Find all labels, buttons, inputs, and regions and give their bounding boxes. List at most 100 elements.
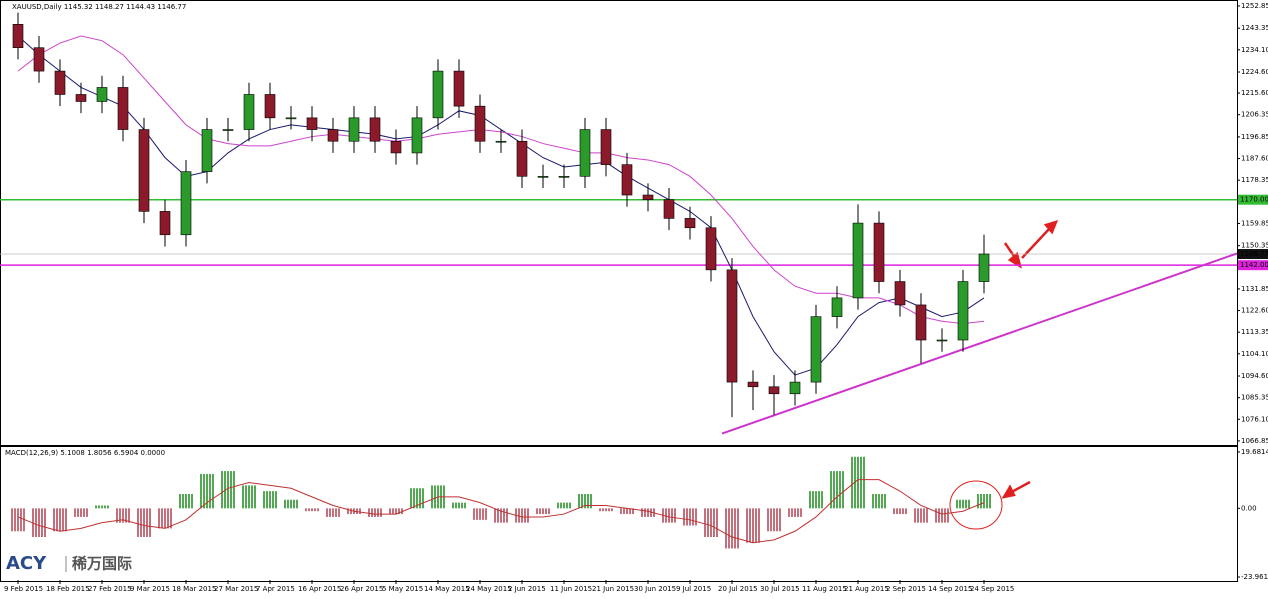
candle-body: [579, 129, 591, 177]
y-tick-label: 1094.60: [1241, 372, 1268, 380]
chart-title: XAUUSD,Daily 1145.32 1148.27 1144.43 114…: [12, 3, 186, 11]
candle-body: [642, 194, 654, 201]
level-label: 1142.00: [1240, 261, 1268, 269]
candle-body: [369, 117, 381, 142]
macd-label: MACD(12,26,9) 5.1008 1.8056 6.5904 0.000…: [5, 449, 165, 457]
y-tick-label: 1187.60: [1241, 155, 1268, 163]
y-tick-label: -23.9613: [1241, 573, 1268, 581]
candle-body: [831, 297, 843, 317]
candle-body: [705, 227, 717, 271]
annotations: [949, 220, 1059, 530]
candle-body: [726, 269, 738, 383]
level-label-bg: [1238, 260, 1268, 271]
moving-average: [17, 35, 985, 325]
x-tick-label: 18 Feb 2015: [46, 585, 90, 593]
y-tick-label: 1196.85: [1241, 133, 1268, 141]
y-tick-label: 1224.60: [1241, 68, 1268, 76]
candle-body: [600, 129, 612, 165]
candle-body: [663, 199, 675, 219]
candle-body: [201, 129, 213, 172]
x-tick-label: 30 Jun 2015: [634, 585, 676, 593]
y-tick-label: 1122.60: [1241, 307, 1268, 315]
x-tick-label: 11 Aug 2015: [802, 585, 847, 593]
candle-body: [12, 24, 24, 49]
y-tick-label: 1085.35: [1241, 394, 1268, 402]
trendline: [721, 252, 1238, 435]
candle-body: [621, 164, 633, 196]
y-tick-label: 1131.85: [1241, 285, 1268, 293]
candle-body: [873, 222, 885, 282]
arrow-head: [1007, 251, 1022, 269]
candle-body: [264, 94, 276, 119]
x-tick-label: 2 Sep 2015: [886, 585, 926, 593]
candle-body: [558, 176, 570, 178]
candle-body: [915, 304, 927, 341]
candle-body: [285, 117, 297, 120]
x-tick-label: 5 May 2015: [382, 585, 423, 593]
current-price-label: 1146.77: [1240, 250, 1268, 258]
y-tick-label: 1206.35: [1241, 111, 1268, 119]
y-tick-label: 1159.85: [1241, 219, 1268, 227]
level-label-bg: [1238, 194, 1268, 205]
y-tick-label: 1150.35: [1241, 242, 1268, 250]
x-tick-label: 11 Jun 2015: [550, 585, 592, 593]
candle-body: [117, 87, 129, 130]
candle-body: [222, 129, 234, 131]
candle-body: [453, 70, 465, 107]
logo-brand: ACY: [6, 553, 47, 574]
candle-body: [537, 176, 549, 178]
x-tick-label: 9 Mar 2015: [130, 585, 170, 593]
candle-body: [747, 381, 759, 388]
candle-body: [75, 94, 87, 102]
x-tick-label: 24 May 2015: [466, 585, 512, 593]
arrow-head: [1001, 484, 1016, 499]
candle-body: [768, 386, 780, 395]
candle-body: [957, 281, 969, 341]
y-tick-label: 1178.35: [1241, 176, 1268, 184]
candle-body: [789, 381, 801, 395]
y-tick-label: 1104.10: [1241, 350, 1268, 358]
candle-body: [684, 218, 696, 229]
y-tick-label: 19.6814: [1241, 448, 1268, 456]
x-tick-label: 24 Sep 2015: [970, 585, 1014, 593]
macd-signal: [17, 479, 985, 544]
logo-name: 稀万国际: [72, 555, 132, 573]
candle-body: [327, 129, 339, 142]
y-tick-label: 1252.85: [1241, 2, 1268, 10]
candle-body: [33, 47, 45, 72]
macd-frame: [0, 446, 1238, 582]
x-tick-label: 26 Apr 2015: [340, 585, 383, 593]
arrow: [1021, 227, 1051, 259]
candle-body: [390, 140, 402, 154]
candle-body: [54, 70, 66, 95]
candle-body: [411, 117, 423, 154]
candle-body: [348, 117, 360, 142]
x-tick-label: 20 Jul 2015: [718, 585, 758, 593]
x-tick-label: 30 Jul 2015: [760, 585, 800, 593]
x-tick-label: 14 May 2015: [424, 585, 470, 593]
x-tick-label: 21 Aug 2015: [844, 585, 889, 593]
candle-body: [138, 129, 150, 212]
x-tick-label: 27 Feb 2015: [88, 585, 132, 593]
y-tick-label: 0.00: [1241, 504, 1257, 512]
arrow-head: [1043, 220, 1059, 235]
candle-body: [894, 281, 906, 306]
candle-body: [180, 171, 192, 236]
y-tick-label: 1215.60: [1241, 89, 1268, 97]
x-tick-label: 18 Mar 2015: [172, 585, 216, 593]
x-tick-label: 9 Jul 2015: [676, 585, 711, 593]
y-tick-label: 1234.10: [1241, 46, 1268, 54]
y-tick-label: 1243.35: [1241, 24, 1268, 32]
candle-body: [516, 140, 528, 177]
x-tick-label: 2 Jun 2015: [508, 585, 546, 593]
moving-average: [17, 35, 985, 376]
candle-body: [978, 253, 990, 282]
candle-body: [852, 222, 864, 299]
candle-body: [159, 211, 171, 236]
candle-body: [243, 94, 255, 130]
y-tick-label: 1113.35: [1241, 328, 1268, 336]
y-tick-label: 1076.10: [1241, 415, 1268, 423]
candle-body: [936, 339, 948, 342]
x-tick-label: 7 Apr 2015: [256, 585, 295, 593]
